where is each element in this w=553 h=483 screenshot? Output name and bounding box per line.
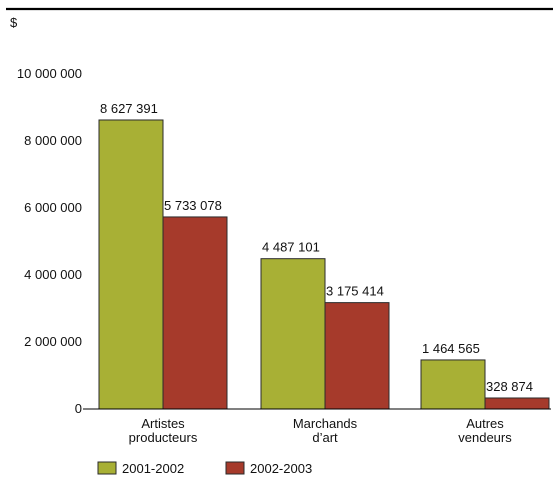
data-label: 3 175 414 [326, 284, 384, 299]
y-tick-label: 8 000 000 [24, 133, 82, 148]
legend-label: 2001-2002 [122, 461, 184, 476]
y-tick-label: 0 [75, 401, 82, 416]
data-label: 5 733 078 [164, 198, 222, 213]
y-tick-label: 4 000 000 [24, 267, 82, 282]
bar-2001-2002-1 [261, 259, 325, 409]
bar-2001-2002-2 [421, 360, 485, 409]
legend: 2001-2002 2002-2003 [98, 461, 312, 476]
bar-2002-2003-1 [325, 303, 389, 409]
category-label: Autres [466, 416, 504, 431]
legend-swatch [226, 462, 244, 474]
bar-2002-2003-0 [163, 217, 227, 409]
y-unit-label: $ [10, 15, 18, 30]
category-label: vendeurs [458, 430, 512, 445]
category-label: d’art [312, 430, 338, 445]
legend-label: 2002-2003 [250, 461, 312, 476]
y-tick-label: 6 000 000 [24, 200, 82, 215]
category-label: Marchands [293, 416, 358, 431]
y-tick-label: 2 000 000 [24, 334, 82, 349]
category-label: producteurs [129, 430, 198, 445]
legend-swatch [98, 462, 116, 474]
bars [99, 120, 549, 409]
bar-2001-2002-0 [99, 120, 163, 409]
category-label: Artistes [141, 416, 185, 431]
bar-2002-2003-2 [485, 398, 549, 409]
data-label: 328 874 [486, 379, 533, 394]
y-axis-ticks: 0 2 000 000 4 000 000 6 000 000 8 000 000 10 … [17, 66, 82, 416]
data-label: 4 487 101 [262, 240, 320, 255]
data-label: 1 464 565 [422, 341, 480, 356]
y-tick-label: 10 000 000 [17, 66, 82, 81]
data-label: 8 627 391 [100, 101, 158, 116]
